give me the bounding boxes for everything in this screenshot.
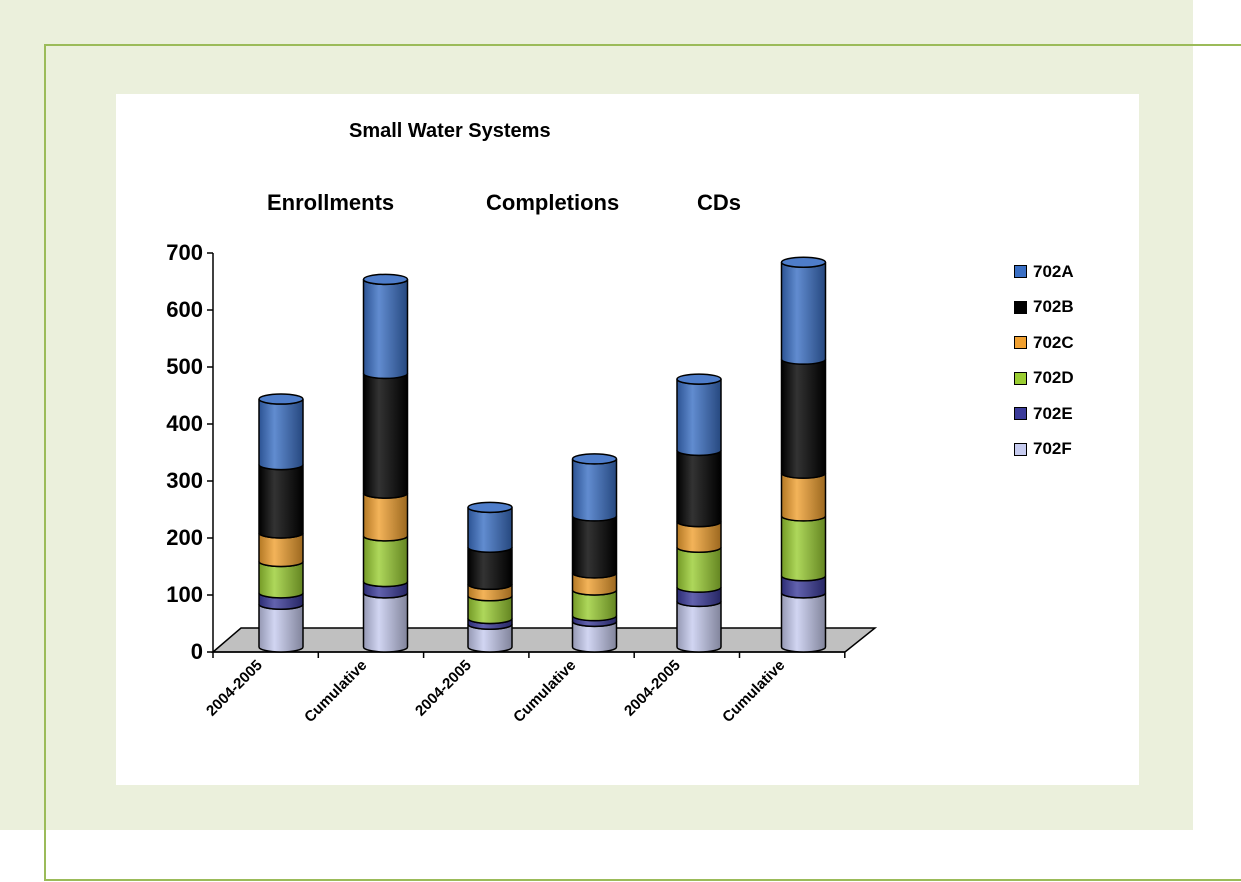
bar-segment-702a — [258, 398, 304, 471]
legend-swatch — [1014, 336, 1027, 350]
legend-label: 702D — [1033, 368, 1074, 388]
group-label-cds: CDs — [697, 190, 742, 215]
x-tick-label: Cumulative — [719, 657, 788, 726]
bar-segment-702d — [362, 535, 409, 588]
bar-segment-702d — [780, 515, 827, 582]
bar-segment-702b — [467, 546, 513, 591]
y-tick-label: 500 — [166, 354, 203, 379]
x-tick-label: 2004-2005 — [412, 657, 475, 720]
y-tick-label: 0 — [191, 639, 203, 664]
bar-top-cap — [467, 501, 513, 514]
group-label-enrollments: Enrollments — [267, 190, 395, 215]
y-tick-label: 400 — [166, 411, 203, 436]
legend-label: 702C — [1033, 332, 1074, 352]
chart-plot: 0 100 200 300 400 500 600 700 2004-2005 Cumulativ… — [166, 240, 878, 726]
legend-swatch — [1014, 407, 1027, 421]
bar-segment-702c — [362, 492, 409, 542]
group-label-completions: Completions — [486, 190, 620, 215]
legend-swatch — [1014, 442, 1027, 456]
frame-line-top — [44, 44, 1241, 46]
bar-segment-702d — [676, 546, 722, 593]
legend-item: 702D — [1014, 361, 1074, 397]
chart-legend: 702A 702B 702C 702D 702E 702F — [1014, 254, 1074, 467]
chart-title: Small Water Systems — [349, 120, 551, 142]
x-tick-label: 2004-2005 — [203, 657, 266, 720]
y-tick-label: 100 — [166, 582, 203, 607]
legend-label: 702A — [1033, 261, 1074, 281]
bar-segment-702b — [571, 515, 618, 579]
bar-segment-702b — [780, 358, 827, 479]
bar-top-cap — [258, 393, 304, 405]
bar-segment-702a — [780, 261, 827, 365]
bar-segment-702a — [362, 279, 409, 380]
bar-segment-702b — [362, 373, 409, 499]
frame-line-bottom — [44, 879, 1241, 881]
legend-item: 702B — [1014, 290, 1074, 326]
bar-top-cap — [780, 256, 827, 268]
legend-swatch — [1014, 300, 1027, 314]
legend-item: 702C — [1014, 325, 1074, 361]
frame-line-left — [44, 44, 46, 880]
bar-segment-702a — [467, 507, 513, 553]
bar-segment-702f — [676, 601, 722, 653]
y-tick-label: 300 — [166, 468, 203, 493]
legend-label: 702F — [1033, 439, 1072, 459]
legend-item: 702A — [1014, 254, 1074, 290]
legend-item: 702E — [1014, 396, 1074, 432]
bar-top-cap — [362, 273, 409, 286]
legend-label: 702B — [1033, 297, 1074, 317]
legend-swatch — [1014, 265, 1027, 279]
bar-top-cap — [676, 373, 722, 385]
x-tick-label: 2004-2005 — [621, 657, 684, 720]
bar-segment-702a — [676, 378, 722, 457]
bar-segment-702f — [780, 592, 827, 653]
y-tick-label: 200 — [166, 525, 203, 550]
y-tick-label: 600 — [166, 297, 203, 322]
y-tick-label: 700 — [166, 240, 203, 265]
bar-segment-702b — [676, 450, 722, 528]
legend-item: 702F — [1014, 432, 1074, 468]
bar-segment-702c — [780, 472, 827, 522]
x-tick-label: Cumulative — [301, 657, 370, 726]
x-tick-label: Cumulative — [510, 657, 579, 726]
bar-segment-702b — [258, 464, 304, 539]
bar-segment-702a — [571, 458, 618, 522]
bar-top-cap — [571, 453, 618, 465]
legend-swatch — [1014, 371, 1027, 385]
bar-segment-702f — [362, 592, 409, 653]
chart-floor — [210, 627, 878, 653]
chart-panel: 0 100 200 300 400 500 600 700 2004-2005 Cumulativ… — [116, 94, 1139, 785]
bar-segment-702f — [258, 603, 304, 653]
legend-label: 702E — [1033, 403, 1073, 423]
